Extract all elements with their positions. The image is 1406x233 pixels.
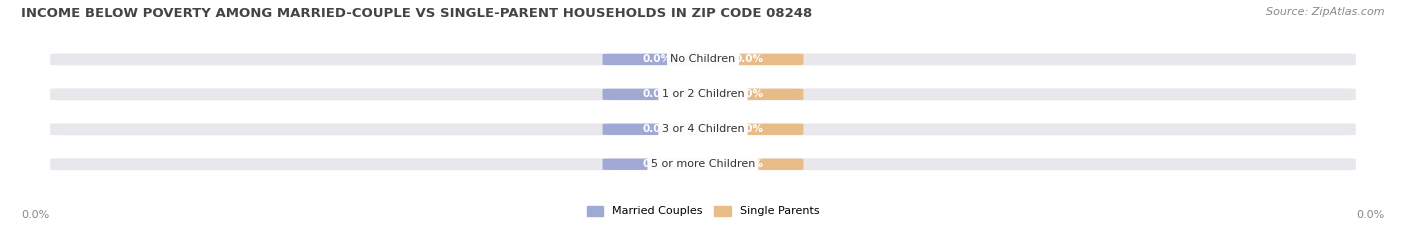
- Text: 0.0%: 0.0%: [735, 159, 763, 169]
- FancyBboxPatch shape: [695, 54, 803, 65]
- Text: 5 or more Children: 5 or more Children: [651, 159, 755, 169]
- Text: 0.0%: 0.0%: [643, 124, 671, 134]
- Legend: Married Couples, Single Parents: Married Couples, Single Parents: [582, 201, 824, 221]
- FancyBboxPatch shape: [603, 159, 711, 170]
- Text: 0.0%: 0.0%: [735, 124, 763, 134]
- FancyBboxPatch shape: [695, 159, 803, 170]
- Text: 0.0%: 0.0%: [735, 89, 763, 99]
- Text: 0.0%: 0.0%: [643, 55, 671, 64]
- Text: INCOME BELOW POVERTY AMONG MARRIED-COUPLE VS SINGLE-PARENT HOUSEHOLDS IN ZIP COD: INCOME BELOW POVERTY AMONG MARRIED-COUPL…: [21, 7, 813, 20]
- Text: 0.0%: 0.0%: [643, 159, 671, 169]
- FancyBboxPatch shape: [603, 124, 711, 135]
- Text: 0.0%: 0.0%: [21, 210, 49, 220]
- Text: 0.0%: 0.0%: [643, 89, 671, 99]
- FancyBboxPatch shape: [603, 54, 711, 65]
- Text: No Children: No Children: [671, 55, 735, 64]
- Text: 0.0%: 0.0%: [735, 55, 763, 64]
- Text: 0.0%: 0.0%: [1357, 210, 1385, 220]
- FancyBboxPatch shape: [49, 122, 1357, 137]
- FancyBboxPatch shape: [49, 157, 1357, 171]
- Text: Source: ZipAtlas.com: Source: ZipAtlas.com: [1267, 7, 1385, 17]
- FancyBboxPatch shape: [695, 89, 803, 100]
- Text: 1 or 2 Children: 1 or 2 Children: [662, 89, 744, 99]
- FancyBboxPatch shape: [695, 124, 803, 135]
- FancyBboxPatch shape: [49, 87, 1357, 102]
- FancyBboxPatch shape: [603, 89, 711, 100]
- FancyBboxPatch shape: [49, 52, 1357, 67]
- Text: 3 or 4 Children: 3 or 4 Children: [662, 124, 744, 134]
